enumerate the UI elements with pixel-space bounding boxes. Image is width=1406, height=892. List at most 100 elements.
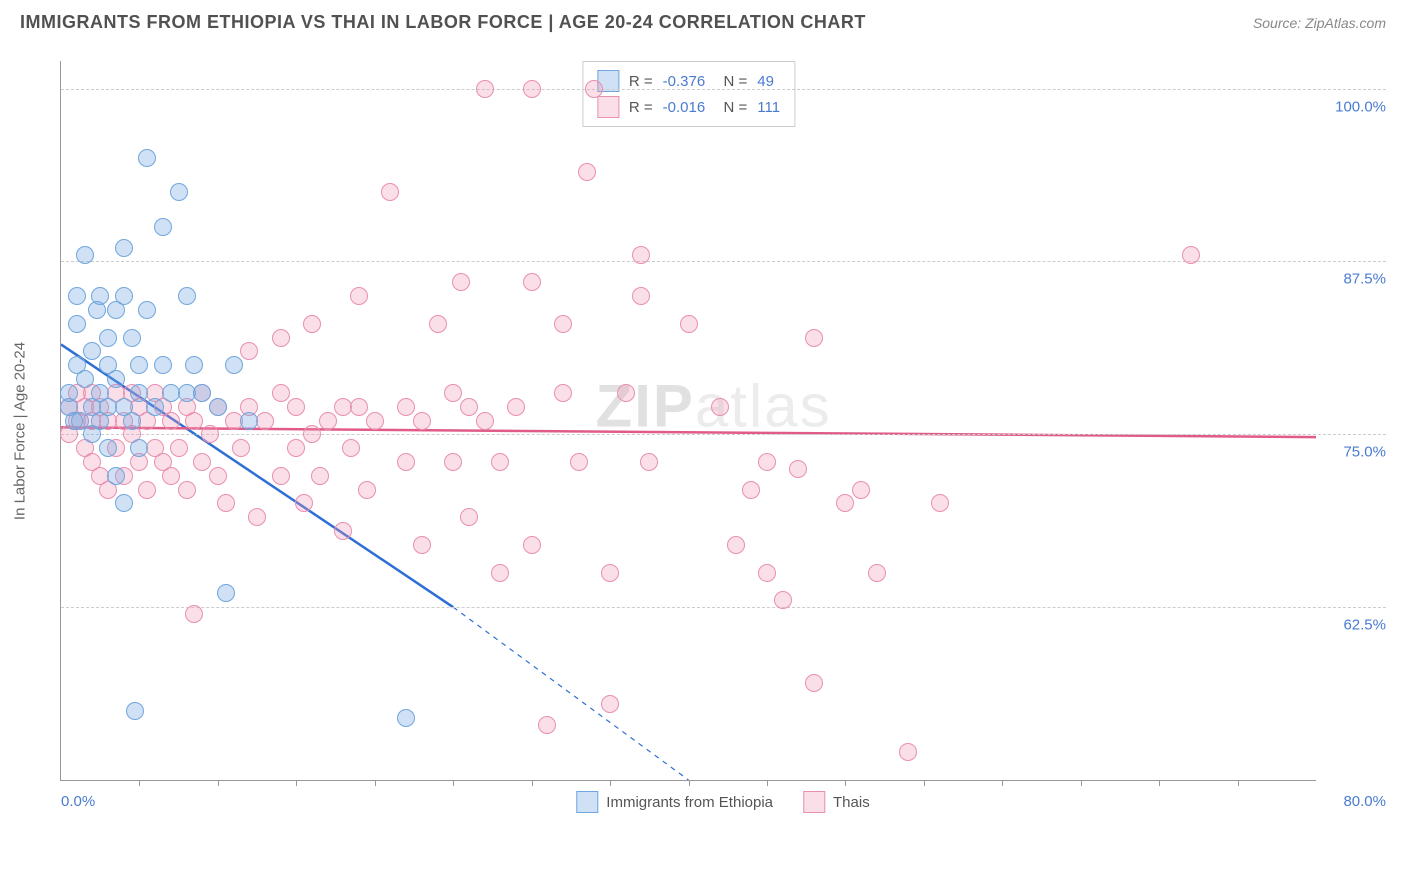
y-tick-label: 62.5% bbox=[1326, 617, 1386, 634]
scatter-point bbox=[130, 439, 148, 457]
legend-n-label: N = bbox=[715, 99, 747, 116]
scatter-point bbox=[758, 564, 776, 582]
scatter-point bbox=[295, 494, 313, 512]
legend-series-item: Immigrants from Ethiopia bbox=[576, 791, 773, 813]
scatter-point bbox=[554, 315, 572, 333]
scatter-point bbox=[366, 412, 384, 430]
legend-bottom: Immigrants from Ethiopia Thais bbox=[576, 791, 869, 813]
scatter-point bbox=[99, 439, 117, 457]
x-tick bbox=[610, 780, 611, 786]
scatter-point bbox=[185, 412, 203, 430]
scatter-point bbox=[413, 536, 431, 554]
legend-correlation-box: R = -0.376 N = 49 R = -0.016 N = 111 bbox=[582, 61, 795, 127]
scatter-point bbox=[83, 342, 101, 360]
scatter-point bbox=[491, 453, 509, 471]
scatter-point bbox=[852, 481, 870, 499]
x-tick bbox=[1159, 780, 1160, 786]
scatter-point bbox=[444, 384, 462, 402]
scatter-point bbox=[476, 80, 494, 98]
scatter-point bbox=[193, 384, 211, 402]
scatter-point bbox=[185, 605, 203, 623]
scatter-point bbox=[170, 183, 188, 201]
scatter-point bbox=[240, 342, 258, 360]
scatter-point bbox=[240, 412, 258, 430]
legend-swatch bbox=[576, 791, 598, 813]
scatter-point bbox=[162, 412, 180, 430]
scatter-point bbox=[931, 494, 949, 512]
scatter-point bbox=[162, 467, 180, 485]
scatter-point bbox=[272, 384, 290, 402]
legend-series-label: Thais bbox=[833, 794, 870, 811]
scatter-point bbox=[758, 453, 776, 471]
scatter-point bbox=[232, 439, 250, 457]
scatter-point bbox=[99, 329, 117, 347]
legend-r-value: -0.376 bbox=[663, 73, 706, 90]
scatter-point bbox=[397, 398, 415, 416]
scatter-point bbox=[126, 702, 144, 720]
x-tick bbox=[1238, 780, 1239, 786]
scatter-point bbox=[342, 439, 360, 457]
scatter-point bbox=[217, 584, 235, 602]
legend-swatch bbox=[803, 791, 825, 813]
x-tick bbox=[924, 780, 925, 786]
scatter-point bbox=[138, 481, 156, 499]
scatter-point bbox=[138, 149, 156, 167]
x-tick bbox=[532, 780, 533, 786]
chart-title: IMMIGRANTS FROM ETHIOPIA VS THAI IN LABO… bbox=[20, 12, 866, 33]
scatter-point bbox=[523, 80, 541, 98]
scatter-point bbox=[256, 412, 274, 430]
scatter-point bbox=[178, 481, 196, 499]
scatter-point bbox=[272, 329, 290, 347]
scatter-point bbox=[154, 356, 172, 374]
scatter-point bbox=[146, 398, 164, 416]
x-tick bbox=[767, 780, 768, 786]
scatter-point bbox=[1182, 246, 1200, 264]
scatter-point bbox=[868, 564, 886, 582]
scatter-point bbox=[358, 481, 376, 499]
scatter-point bbox=[248, 508, 266, 526]
chart-container: In Labor Force | Age 20-24 ZIPatlas R = … bbox=[60, 41, 1386, 821]
scatter-point bbox=[452, 273, 470, 291]
legend-correlation-row: R = -0.016 N = 111 bbox=[597, 94, 780, 120]
scatter-point bbox=[319, 412, 337, 430]
x-tick-label: 80.0% bbox=[1343, 793, 1386, 810]
scatter-point bbox=[68, 287, 86, 305]
scatter-point bbox=[523, 536, 541, 554]
scatter-point bbox=[742, 481, 760, 499]
scatter-point bbox=[130, 384, 148, 402]
scatter-point bbox=[554, 384, 572, 402]
x-tick bbox=[845, 780, 846, 786]
scatter-point bbox=[303, 315, 321, 333]
scatter-point bbox=[60, 384, 78, 402]
y-tick-label: 100.0% bbox=[1326, 98, 1386, 115]
scatter-point bbox=[640, 453, 658, 471]
scatter-point bbox=[193, 453, 211, 471]
scatter-point bbox=[578, 163, 596, 181]
scatter-point bbox=[711, 398, 729, 416]
scatter-point bbox=[123, 329, 141, 347]
scatter-point bbox=[303, 425, 321, 443]
scatter-point bbox=[789, 460, 807, 478]
scatter-point bbox=[585, 80, 603, 98]
scatter-point bbox=[91, 287, 109, 305]
scatter-point bbox=[123, 412, 141, 430]
scatter-point bbox=[201, 425, 219, 443]
scatter-point bbox=[115, 239, 133, 257]
scatter-point bbox=[311, 467, 329, 485]
chart-source: Source: ZipAtlas.com bbox=[1253, 15, 1386, 31]
scatter-point bbox=[507, 398, 525, 416]
scatter-point bbox=[115, 494, 133, 512]
x-tick bbox=[375, 780, 376, 786]
scatter-point bbox=[272, 467, 290, 485]
legend-n-value: 49 bbox=[757, 73, 774, 90]
x-tick bbox=[1081, 780, 1082, 786]
legend-swatch bbox=[597, 96, 619, 118]
scatter-point bbox=[209, 467, 227, 485]
legend-n-value: 111 bbox=[757, 99, 780, 116]
scatter-point bbox=[170, 439, 188, 457]
legend-r-label: R = bbox=[629, 99, 653, 116]
scatter-point bbox=[138, 301, 156, 319]
scatter-point bbox=[523, 273, 541, 291]
scatter-point bbox=[381, 183, 399, 201]
scatter-point bbox=[429, 315, 447, 333]
